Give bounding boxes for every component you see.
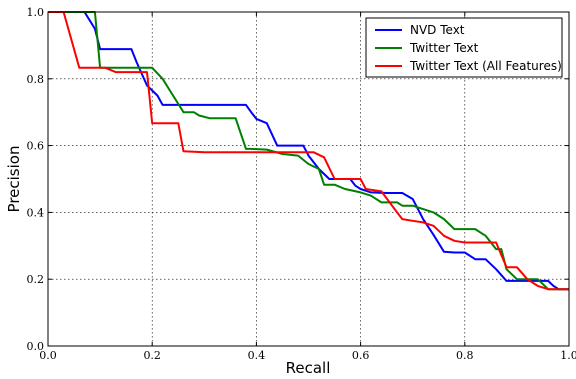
- x-axis-label: Recall: [286, 359, 331, 377]
- y-tick-label: 0.2: [27, 273, 45, 286]
- y-tick-label: 0.6: [27, 140, 45, 153]
- y-tick-label: 1.0: [27, 6, 45, 19]
- y-axis-label: Precision: [5, 146, 23, 213]
- plot-frame: [47, 11, 570, 347]
- legend: NVD Text Twitter Text Twitter Text (All Fe…: [365, 17, 563, 78]
- x-tick-label: 1.0: [560, 349, 576, 362]
- y-tick-label: 0.4: [27, 206, 45, 219]
- legend-label-1: Twitter Text: [409, 41, 479, 55]
- x-tick-label: 0.8: [456, 349, 474, 362]
- x-tick-label: 0.4: [248, 349, 266, 362]
- y-tick-label: 0.8: [27, 73, 45, 86]
- y-tick-label: 0.0: [27, 340, 45, 353]
- series-line-2: [48, 11, 569, 291]
- x-tick-label: 0.6: [352, 349, 370, 362]
- series-layer: [48, 11, 569, 291]
- series-line-0: [48, 11, 569, 291]
- series-line-1: [48, 11, 569, 291]
- ticks: 0.0 0.2 0.4 0.6 0.8 1.0 0.0 0.2 0.4 0.6 0.8 1.0: [27, 6, 576, 362]
- legend-label-2: Twitter Text (All Features): [409, 59, 562, 73]
- legend-label-0: NVD Text: [410, 23, 465, 37]
- x-tick-label: 0.2: [143, 349, 161, 362]
- grid: [48, 12, 569, 346]
- x-tick-label: 0.0: [39, 349, 57, 362]
